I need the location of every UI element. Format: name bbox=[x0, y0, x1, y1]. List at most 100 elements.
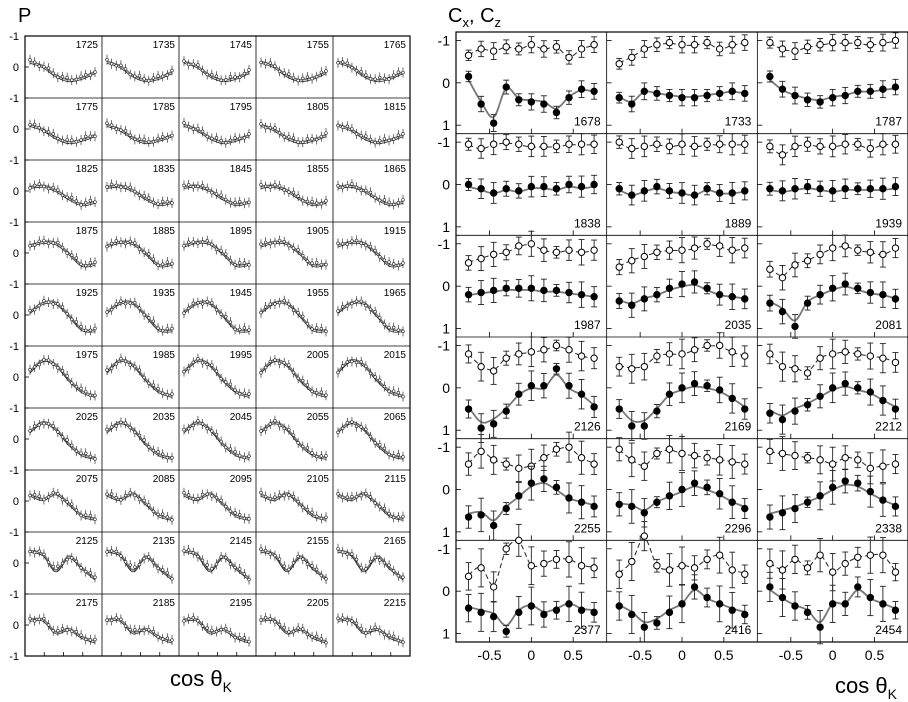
panel-energy-label: 2212 bbox=[875, 420, 902, 434]
open-data-point bbox=[540, 346, 548, 354]
data-point bbox=[364, 303, 368, 308]
data-point bbox=[128, 133, 132, 137]
right-y-tick-label: 0 bbox=[442, 583, 450, 599]
data-point bbox=[401, 575, 405, 579]
data-point bbox=[401, 455, 405, 459]
open-data-point bbox=[653, 562, 661, 570]
data-point bbox=[133, 493, 137, 498]
data-point bbox=[359, 241, 363, 245]
panel-energy-label: 2075 bbox=[76, 474, 99, 485]
data-point bbox=[228, 75, 233, 79]
data-point bbox=[191, 497, 195, 501]
data-point bbox=[268, 496, 272, 501]
data-point bbox=[315, 514, 319, 519]
data-point bbox=[336, 183, 340, 188]
data-point bbox=[137, 562, 142, 567]
filled-data-point bbox=[715, 189, 724, 197]
open-data-point bbox=[628, 144, 636, 153]
left-y-tick-label: 0 bbox=[13, 248, 19, 260]
open-data-point bbox=[778, 362, 787, 371]
data-point bbox=[238, 513, 242, 517]
data-point bbox=[364, 427, 368, 431]
open-data-point bbox=[703, 140, 711, 148]
open-data-point bbox=[577, 562, 586, 570]
data-point bbox=[387, 138, 391, 143]
data-point bbox=[123, 301, 128, 306]
right-y-tick-label: 1 bbox=[442, 626, 450, 642]
data-point bbox=[210, 72, 214, 77]
right-y-tick-label: 0 bbox=[442, 278, 450, 294]
filled-data-point bbox=[489, 612, 498, 621]
data-point bbox=[42, 616, 46, 621]
filled-data-point bbox=[515, 390, 523, 398]
data-point bbox=[56, 430, 60, 434]
data-point bbox=[37, 617, 41, 622]
data-point bbox=[147, 555, 151, 559]
open-data-point bbox=[766, 559, 774, 568]
filled-data-point bbox=[502, 83, 510, 91]
data-point bbox=[268, 617, 272, 621]
filled-data-point bbox=[828, 187, 837, 195]
data-point bbox=[368, 371, 373, 376]
open-data-point bbox=[828, 142, 837, 151]
filled-data-point bbox=[741, 504, 749, 513]
data-point bbox=[65, 628, 69, 632]
data-point bbox=[287, 427, 291, 432]
filled-data-point bbox=[615, 93, 623, 102]
open-data-point bbox=[841, 140, 849, 148]
data-point bbox=[186, 62, 191, 67]
data-point bbox=[247, 68, 251, 72]
data-point bbox=[368, 77, 373, 81]
data-point bbox=[105, 244, 109, 249]
data-point bbox=[310, 564, 314, 568]
filled-data-point bbox=[489, 119, 498, 127]
data-point bbox=[128, 185, 132, 190]
data-point bbox=[305, 137, 310, 141]
data-point bbox=[161, 568, 165, 572]
data-point bbox=[315, 326, 319, 330]
filled-data-point bbox=[628, 502, 636, 511]
filled-data-point bbox=[552, 185, 561, 193]
data-point bbox=[242, 391, 247, 395]
data-point bbox=[324, 640, 328, 645]
data-point bbox=[60, 305, 65, 309]
data-point bbox=[315, 137, 319, 142]
data-point bbox=[324, 262, 328, 267]
data-point bbox=[296, 78, 300, 83]
filled-data-point bbox=[477, 608, 485, 617]
data-point bbox=[186, 124, 191, 129]
data-point bbox=[205, 426, 209, 431]
data-point bbox=[238, 75, 242, 80]
data-point bbox=[88, 328, 93, 333]
open-data-point bbox=[502, 354, 510, 362]
data-point bbox=[301, 444, 305, 449]
open-data-point bbox=[778, 566, 787, 574]
data-point bbox=[259, 429, 263, 433]
data-point bbox=[287, 72, 291, 76]
right-x-tick-label: 0 bbox=[829, 647, 837, 663]
panel-energy-label: 1735 bbox=[153, 40, 176, 51]
data-point bbox=[65, 438, 69, 442]
data-point bbox=[137, 433, 142, 438]
data-point bbox=[37, 126, 41, 130]
filled-data-point bbox=[590, 180, 598, 189]
filled-data-point bbox=[778, 415, 787, 424]
data-point bbox=[142, 137, 146, 142]
data-point bbox=[165, 455, 170, 460]
data-point bbox=[156, 566, 160, 571]
panel-energy-label: 2105 bbox=[307, 474, 330, 485]
open-data-point bbox=[728, 348, 736, 356]
data-point bbox=[123, 560, 128, 564]
open-data-point bbox=[728, 246, 736, 254]
data-point bbox=[368, 628, 373, 633]
data-point bbox=[88, 134, 93, 138]
open-data-point bbox=[866, 551, 875, 559]
right-x-tick-label: 0 bbox=[527, 647, 535, 663]
data-point bbox=[161, 199, 165, 204]
data-point bbox=[263, 494, 268, 499]
open-data-point bbox=[678, 562, 686, 570]
filled-data-point bbox=[828, 284, 837, 292]
data-point bbox=[233, 450, 237, 454]
panel-energy-label: 2175 bbox=[76, 598, 99, 609]
filled-data-point bbox=[552, 606, 561, 614]
